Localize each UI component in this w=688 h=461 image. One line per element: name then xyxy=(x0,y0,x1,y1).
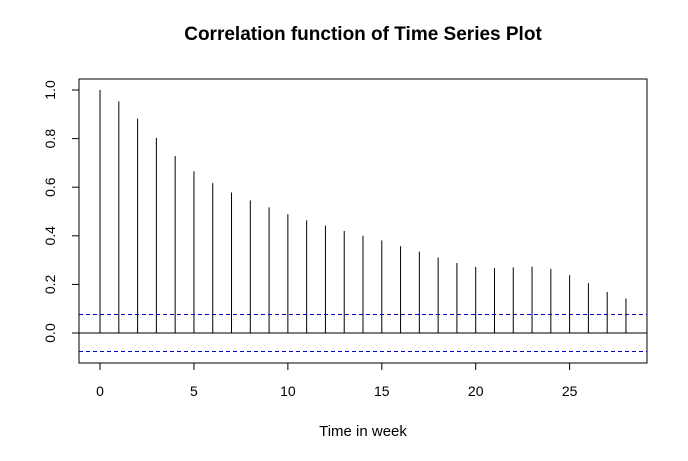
y-tick-label-2: 0.4 xyxy=(42,226,58,246)
chart-title: Correlation function of Time Series Plot xyxy=(184,24,542,45)
x-tick-label-25: 25 xyxy=(562,383,578,399)
y-tick-label-3: 0.6 xyxy=(42,177,58,197)
x-axis: 0 5 10 15 20 25 xyxy=(96,362,578,399)
y-axis: 0.0 0.2 0.4 0.6 0.8 1.0 xyxy=(42,80,80,343)
x-tick-label-20: 20 xyxy=(468,383,484,399)
plot-marks xyxy=(79,90,647,352)
y-tick-label-5: 1.0 xyxy=(42,80,58,100)
y-tick-label-4: 0.8 xyxy=(42,129,58,149)
x-tick-label-15: 15 xyxy=(374,383,390,399)
y-tick-label-1: 0.2 xyxy=(42,274,58,294)
x-axis-label: Time in week xyxy=(319,423,407,440)
x-tick-label-0: 0 xyxy=(96,383,104,399)
x-tick-label-10: 10 xyxy=(280,383,296,399)
x-tick-label-5: 5 xyxy=(190,383,198,399)
y-tick-label-0: 0.0 xyxy=(42,323,58,343)
